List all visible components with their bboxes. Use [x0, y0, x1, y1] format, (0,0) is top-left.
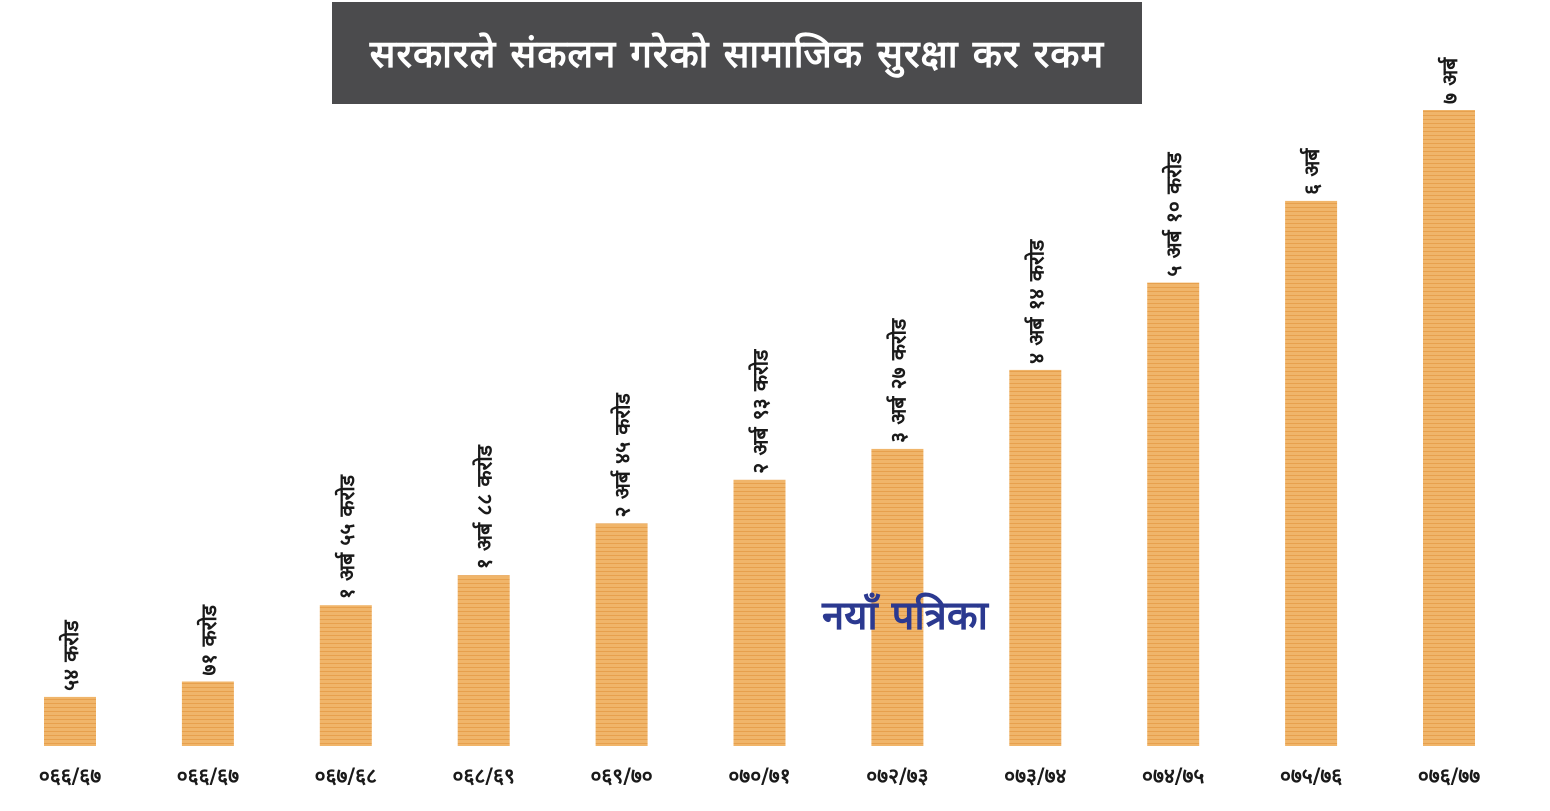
x-tick-label: ०६७/६८ [315, 764, 377, 788]
x-tick-label: ०६६/६७ [177, 764, 239, 788]
chart-title: सरकारले संकलन गरेको सामाजिक सुरक्षा कर र… [332, 2, 1142, 104]
bar [1147, 282, 1200, 746]
data-labels-group: ५४ करोड ७१ करोड १ अर्ब ५५ करोड १ अर्ब ८८ कर… [58, 57, 1462, 691]
bar-data-label: २ अर्ब ४५ करोड [610, 393, 635, 518]
bar-data-label: ४ अर्ब १४ करोड [1023, 239, 1048, 364]
x-tick-label: ०७५/७६ [1280, 764, 1342, 788]
x-tick-label: ०७६/७७ [1418, 764, 1480, 788]
bar [1285, 200, 1338, 746]
x-tick-label: ०७२/७३ [866, 764, 928, 788]
x-tick-label: ०६८/६९ [453, 764, 515, 788]
x-tick-label: ०७३/७४ [1004, 764, 1066, 788]
x-tick-labels-group: ०६६/६७ ०६६/६७ ०६७/६८ ०६८/६९ ०६९/७० ०७०/७१ ०७२/… [39, 764, 1480, 788]
bar [44, 696, 96, 746]
bar [181, 681, 234, 746]
bar-data-label: १ अर्ब ५५ करोड [334, 474, 359, 599]
bar-data-label: ५४ करोड [58, 620, 83, 691]
bar-data-label: ७१ करोड [196, 604, 221, 675]
bar-data-label: १ अर्ब ८८ करोड [472, 444, 497, 569]
bar [595, 523, 648, 746]
bar [1423, 110, 1475, 746]
watermark-logo: नयाँ पत्रिका [822, 593, 988, 639]
bar [871, 448, 924, 746]
bar-data-label: ६ अर्ब [1299, 148, 1324, 195]
bar-data-label: २ अर्ब ९३ करोड [748, 349, 773, 474]
x-tick-label: ०७४/७५ [1142, 764, 1204, 788]
x-tick-label: ०७०/७१ [728, 764, 790, 788]
bar-data-label: ७ अर्ब [1437, 57, 1462, 104]
bar-data-label: ३ अर्ब २७ करोड [885, 318, 910, 443]
bar [1009, 369, 1062, 746]
bars-group [44, 110, 1475, 746]
bar-data-label: ५ अर्ब १० करोड [1161, 152, 1186, 277]
bar [319, 605, 372, 746]
x-tick-label: ०६९/७० [590, 764, 652, 788]
bar [733, 479, 786, 746]
x-tick-label: ०६६/६७ [39, 764, 101, 788]
bar [457, 575, 510, 746]
